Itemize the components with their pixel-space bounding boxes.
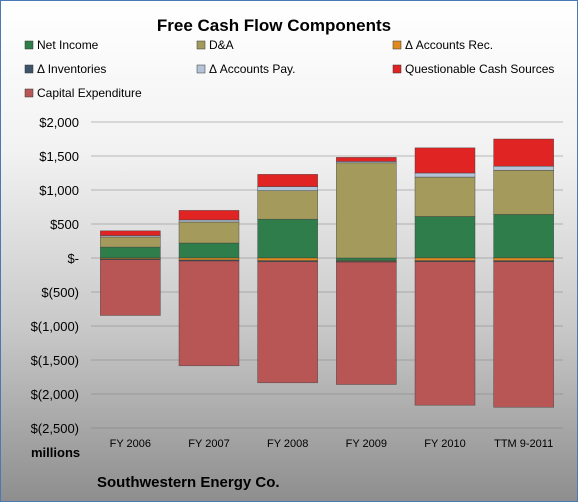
- x-tick-label: FY 2008: [267, 438, 308, 450]
- legend-swatch-delta-inventories: [24, 64, 34, 74]
- chart-title: Free Cash Flow Components: [157, 16, 391, 35]
- bar-net-income-fy-2006: [100, 246, 161, 259]
- bar-danda-fy-2006: [100, 236, 161, 248]
- bar-delta-accounts-pay-ttm-9-2011: [493, 165, 554, 171]
- y-tick-label: $-: [67, 251, 79, 266]
- bars: [100, 138, 554, 408]
- x-tick-label: FY 2009: [346, 438, 387, 450]
- legend-label-capital-expenditure: Capital Expenditure: [37, 86, 142, 100]
- y-tick-label: $(2,500): [31, 421, 79, 436]
- bar-delta-accounts-pay-fy-2010: [414, 172, 476, 178]
- legend-label-questionable-cash-sources: Questionable Cash Sources: [405, 62, 554, 76]
- bar-capital-expenditure-fy-2008: [257, 261, 318, 384]
- bar-capital-expenditure-fy-2006: [100, 259, 161, 316]
- legend-label-delta-accounts-pay: Δ Accounts Pay.: [209, 62, 296, 76]
- grid-lines: [91, 121, 563, 429]
- y-tick-label: $(1,000): [31, 319, 79, 334]
- bar-danda-fy-2009: [336, 162, 397, 259]
- bar-danda-fy-2008: [257, 190, 318, 220]
- y-tick-label: $(1,500): [31, 353, 79, 368]
- bar-questionable-cash-sources-fy-2006: [100, 230, 161, 236]
- bar-delta-accounts-rec-ttm-9-2011: [493, 257, 554, 262]
- x-axis: FY 2006 FY 2007 FY 2008 FY 2009 FY 2010 TTM 9…: [110, 438, 554, 450]
- bar-danda-fy-2010: [414, 176, 476, 217]
- bar-questionable-cash-sources-ttm-9-2011: [493, 138, 554, 167]
- bar-delta-accounts-rec-fy-2010: [414, 257, 476, 262]
- bar-delta-accounts-rec-fy-2007: [178, 257, 240, 261]
- bar-danda-ttm-9-2011: [493, 169, 554, 215]
- legend-label-delta-accounts-rec: Δ Accounts Rec.: [405, 38, 493, 52]
- bar-questionable-cash-sources-fy-2007: [178, 210, 240, 221]
- bar-net-income-ttm-9-2011: [493, 214, 554, 259]
- legend-label-net-income: Net Income: [37, 38, 99, 52]
- x-tick-label: FY 2006: [110, 438, 151, 450]
- bar-capital-expenditure-ttm-9-2011: [493, 261, 554, 408]
- y-tick-label: $500: [50, 217, 79, 232]
- company-name: Southwestern Energy Co.: [97, 474, 280, 491]
- bar-net-income-fy-2007: [178, 242, 240, 259]
- y-axis: $2,000 $1,500 $1,000 $500 $- $(500) $(1,000) $(…: [31, 115, 79, 436]
- legend-swatch-delta-accounts-pay: [196, 64, 206, 74]
- legend-label-delta-inventories: Δ Inventories: [37, 62, 106, 76]
- bar-capital-expenditure-fy-2010: [414, 261, 476, 406]
- bar-questionable-cash-sources-fy-2008: [257, 174, 318, 187]
- legend-label-danda: D&A: [209, 38, 234, 52]
- bar-net-income-fy-2008: [257, 218, 318, 259]
- bar-delta-accounts-pay-fy-2008: [257, 186, 318, 191]
- bar-questionable-cash-sources-fy-2010: [414, 147, 476, 174]
- y-tick-label: $1,000: [39, 183, 79, 198]
- bar-delta-accounts-pay-fy-2007: [178, 219, 240, 223]
- legend-swatch-net-income: [24, 40, 34, 50]
- x-tick-label: TTM 9-2011: [494, 438, 553, 450]
- y-tick-label: $1,500: [39, 149, 79, 164]
- y-tick-label: $2,000: [39, 115, 79, 130]
- bar-danda-fy-2007: [178, 221, 240, 244]
- legend-swatch-danda: [196, 40, 206, 50]
- y-tick-label: $(2,000): [31, 387, 79, 402]
- units-label: millions: [31, 445, 80, 460]
- bar-net-income-fy-2010: [414, 216, 476, 259]
- bar-questionable-cash-sources-fy-2009: [336, 157, 397, 162]
- bar-capital-expenditure-fy-2009: [336, 261, 397, 385]
- legend-swatch-questionable-cash-sources: [392, 64, 402, 74]
- legend-swatch-delta-accounts-rec: [392, 40, 402, 50]
- chart-legend: Net Income D&A Δ Accounts Rec. Δ Inventorie…: [24, 38, 554, 100]
- bar-capital-expenditure-fy-2007: [178, 260, 240, 367]
- legend-swatch-capital-expenditure: [24, 88, 34, 98]
- bar-delta-accounts-rec-fy-2008: [257, 257, 318, 262]
- x-tick-label: FY 2007: [188, 438, 229, 450]
- y-tick-label: $(500): [41, 285, 79, 300]
- x-tick-label: FY 2010: [424, 438, 465, 450]
- bar-net-income-fy-2009: [336, 257, 397, 262]
